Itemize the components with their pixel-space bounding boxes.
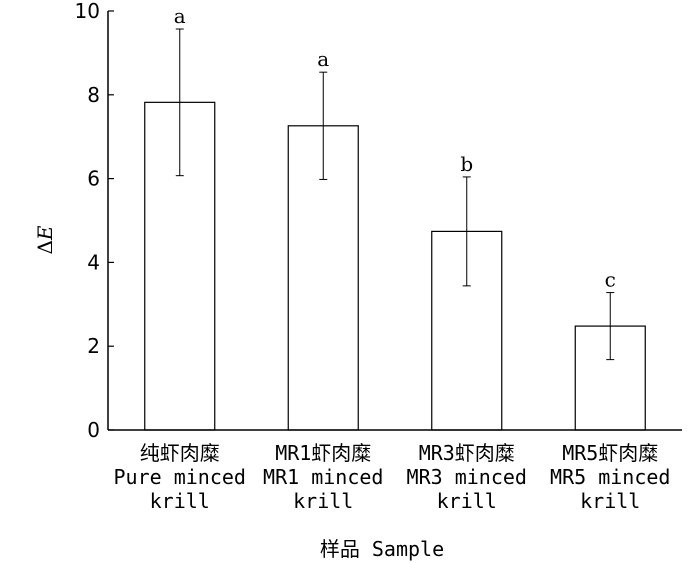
- significance-letter: a: [174, 4, 186, 28]
- x-tick-label: MR3 minced: [407, 465, 527, 489]
- x-tick-label: 纯虾肉糜: [140, 441, 220, 465]
- y-axis: 0 2 4 6 8 10: [75, 0, 114, 442]
- y-tick-label: 10: [75, 0, 100, 23]
- x-tick-label: MR3虾肉糜: [419, 441, 515, 465]
- plot-area: a a b c: [144, 4, 646, 431]
- significance-letter: a: [317, 47, 329, 71]
- y-axis-title-delta: Δ: [33, 240, 57, 254]
- x-axis-title: 样品 Sample: [320, 537, 444, 561]
- y-tick-label: 6: [87, 167, 100, 191]
- y-axis-title: ΔE: [33, 225, 57, 254]
- x-tick-label: krill: [580, 489, 640, 513]
- x-tick-label: MR1 minced: [263, 465, 383, 489]
- significance-letter: c: [605, 268, 616, 292]
- y-tick-label: 0: [87, 418, 100, 442]
- x-tick-label: krill: [293, 489, 353, 513]
- x-tick-label: MR5虾肉糜: [562, 441, 658, 465]
- y-tick-label: 2: [87, 334, 100, 358]
- x-tick-label: krill: [437, 489, 497, 513]
- x-tick-label: MR1虾肉糜: [275, 441, 371, 465]
- x-tick-label: Pure minced: [114, 465, 246, 489]
- y-tick-label: 8: [87, 83, 100, 107]
- y-tick-label: 4: [87, 250, 100, 274]
- x-tick-label: MR5 minced: [550, 465, 670, 489]
- x-tick-label: krill: [150, 489, 210, 513]
- significance-letter: b: [460, 152, 473, 176]
- y-axis-title-variable: E: [33, 225, 57, 241]
